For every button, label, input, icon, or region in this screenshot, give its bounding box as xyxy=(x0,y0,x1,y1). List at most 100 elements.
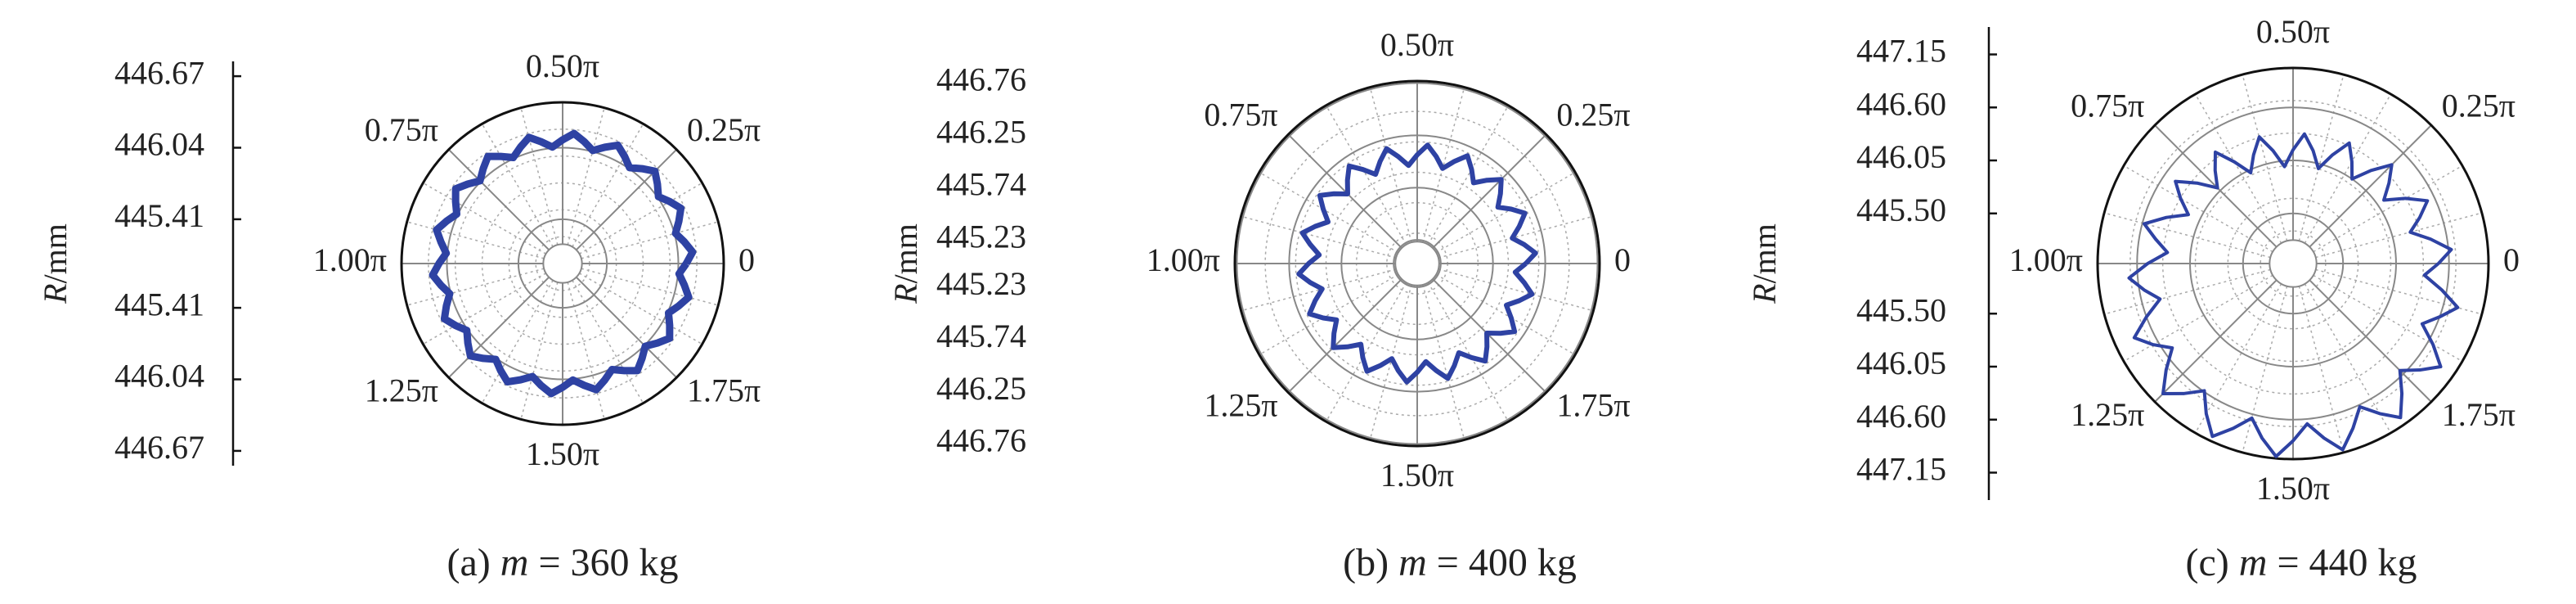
minor-spoke xyxy=(2313,274,2463,363)
minor-spoke xyxy=(520,282,559,420)
angle-tick-label: 1.25π xyxy=(1204,387,1277,424)
minor-spoke xyxy=(1369,284,1412,440)
angle-tick-label: 1.00π xyxy=(313,241,387,278)
y-axis-label-part: R xyxy=(1746,283,1783,304)
minor-spoke xyxy=(579,182,702,255)
minor-spoke xyxy=(423,273,546,345)
y-tick-label: 446.25 xyxy=(936,370,1026,407)
caption: (b) m = 400 kg xyxy=(1343,541,1577,584)
minor-spoke xyxy=(1241,268,1397,312)
minor-spoke xyxy=(567,282,605,420)
polar-chart: 0 0.25π 0.50π 0.75π 1.00π 1.25π 1.50π 1.75π 445.… xyxy=(887,26,1631,584)
caption-part: = 360 kg xyxy=(538,541,678,584)
y-tick-label: 445.50 xyxy=(1856,291,1946,328)
y-tick-label: 446.67 xyxy=(114,54,204,91)
minor-spoke xyxy=(2304,283,2392,434)
spoke xyxy=(447,148,550,250)
y-tick-label: 445.41 xyxy=(114,286,204,322)
caption-part: = 400 kg xyxy=(1437,541,1577,584)
angle-tick-label: 0.75π xyxy=(2071,87,2144,124)
spoke xyxy=(2309,124,2432,248)
angle-tick-label: 1.00π xyxy=(1147,241,1220,278)
caption: (c) m = 440 kg xyxy=(2185,541,2417,584)
minor-spoke xyxy=(1241,215,1397,259)
polar-chart: 0 0.25π 0.50π 0.75π 1.00π 1.25π 1.50π 1.75π 445.… xyxy=(1746,13,2520,584)
minor-spoke xyxy=(2315,212,2483,259)
y-tick-label: 445.41 xyxy=(114,197,204,234)
y-tick-label: 445.50 xyxy=(1856,192,1946,228)
minor-spoke xyxy=(1259,171,1399,254)
minor-spoke xyxy=(581,221,719,259)
angle-tick-label: 1.00π xyxy=(2009,241,2083,278)
minor-spoke xyxy=(1422,284,1465,440)
spoke xyxy=(576,148,678,250)
caption-part: m xyxy=(500,541,529,584)
angle-tick-label: 0.50π xyxy=(526,47,599,84)
minor-spoke xyxy=(2313,165,2463,253)
angle-tick-label: 0.50π xyxy=(2256,13,2330,50)
polar-line xyxy=(429,129,697,398)
angle-tick-label: 0.25π xyxy=(687,111,761,148)
spoke xyxy=(1432,278,1547,394)
minor-spoke xyxy=(2194,283,2282,434)
minor-spoke xyxy=(1438,268,1594,312)
center-ring xyxy=(1394,241,1440,286)
spoke xyxy=(2309,279,2432,403)
spoke xyxy=(447,277,550,379)
caption-part: (c) xyxy=(2185,541,2228,584)
y-tick-label: 445.23 xyxy=(936,265,1026,302)
center-ring xyxy=(542,243,583,284)
minor-spoke xyxy=(2103,268,2271,315)
minor-spoke xyxy=(2242,286,2288,453)
caption-part: (b) xyxy=(1343,541,1389,584)
angle-tick-label: 0 xyxy=(1614,241,1631,278)
angle-tick-label: 1.50π xyxy=(2256,470,2330,507)
minor-spoke xyxy=(406,221,545,259)
angle-tick-label: 1.25π xyxy=(365,372,438,408)
angle-tick-label: 1.50π xyxy=(1380,457,1454,494)
minor-spoke xyxy=(2103,212,2271,259)
minor-spoke xyxy=(1427,282,1510,422)
minor-spoke xyxy=(1435,273,1576,356)
angle-tick-label: 1.75π xyxy=(1556,387,1630,424)
outer-circle xyxy=(2096,66,2490,461)
caption: (a) m = 360 kg xyxy=(447,541,678,584)
minor-spoke xyxy=(2315,268,2483,315)
caption-part: m xyxy=(2239,541,2268,584)
y-tick-label: 446.04 xyxy=(114,358,204,394)
minor-spoke xyxy=(2194,93,2282,244)
minor-spoke xyxy=(1369,87,1412,243)
spoke xyxy=(2154,279,2278,403)
minor-spoke xyxy=(567,107,605,246)
y-tick-label: 447.15 xyxy=(1856,33,1946,70)
y-axis-label: R/mm xyxy=(1746,223,1783,304)
outer-circle xyxy=(400,101,725,426)
minor-spoke xyxy=(1422,87,1465,243)
outer-circle xyxy=(1233,79,1601,448)
y-tick-label: 446.60 xyxy=(1856,85,1946,122)
minor-spoke xyxy=(423,182,546,255)
y-axis-label-part: /mm xyxy=(37,223,74,283)
y-axis-label-part: /mm xyxy=(887,223,924,283)
minor-spoke xyxy=(2123,274,2273,363)
angle-tick-label: 1.50π xyxy=(526,435,599,472)
minor-spoke xyxy=(1325,105,1407,246)
y-tick-label: 446.05 xyxy=(1856,138,1946,175)
angle-tick-label: 0 xyxy=(738,241,755,278)
minor-spoke xyxy=(579,273,702,345)
y-axis-label: R/mm xyxy=(887,223,924,304)
minor-spoke xyxy=(2304,93,2392,244)
minor-spoke xyxy=(1435,171,1576,254)
polar-chart: 0 0.25π 0.50π 0.75π 1.00π 1.25π 1.50π 1.75π 445.… xyxy=(37,47,761,584)
y-axis-label-part: /mm xyxy=(1746,223,1783,283)
caption-part: (a) xyxy=(447,541,490,584)
angle-tick-label: 1.75π xyxy=(2442,396,2515,433)
minor-spoke xyxy=(1259,273,1399,356)
spoke xyxy=(1287,133,1402,249)
minor-spoke xyxy=(481,280,554,403)
minor-spoke xyxy=(572,280,644,403)
y-tick-label: 445.74 xyxy=(936,318,1026,354)
caption-part: = 440 kg xyxy=(2277,541,2417,584)
angle-tick-label: 0.25π xyxy=(2442,87,2515,124)
